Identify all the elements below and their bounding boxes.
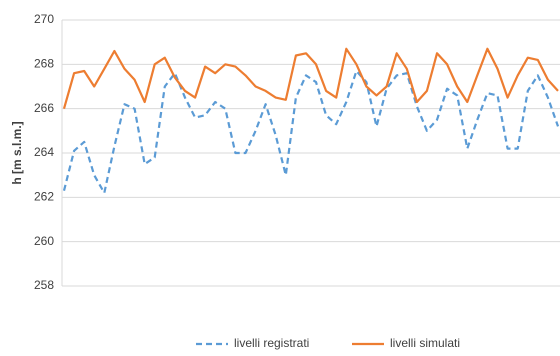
legend-label: livelli registrati [234,336,309,350]
y-tick-label: 270 [34,12,54,26]
y-tick-label: 258 [34,278,54,292]
y-tick-label: 260 [34,234,54,248]
y-tick-label: 262 [34,190,54,204]
y-tick-label: 266 [34,101,54,115]
series-line [62,69,560,194]
y-tick-label: 264 [34,145,54,159]
legend-label: livelli simulati [390,336,460,350]
y-axis-label: h [m s.l.m.] [10,121,24,184]
series-line [62,47,559,110]
y-tick-label: 268 [34,57,54,71]
